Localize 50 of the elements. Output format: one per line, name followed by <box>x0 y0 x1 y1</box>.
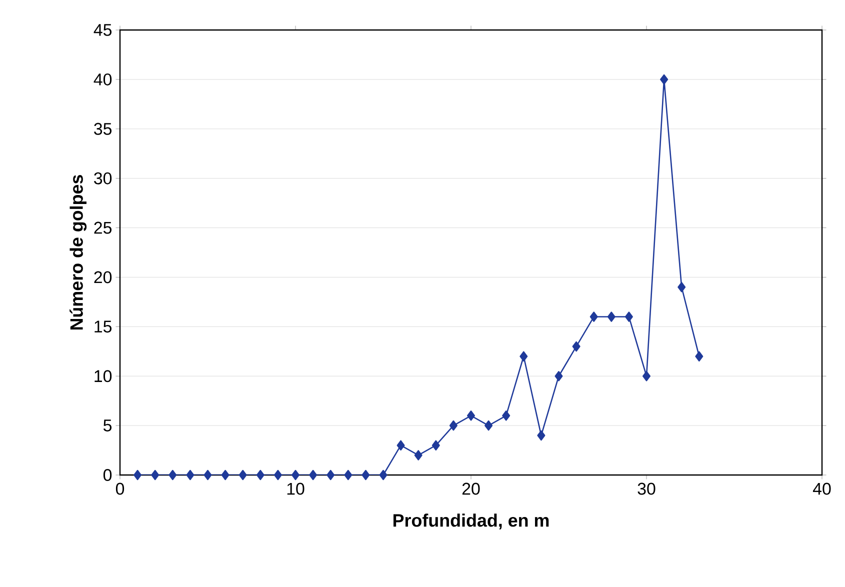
point <box>238 470 247 480</box>
point <box>484 420 493 431</box>
x-tick-label: 40 <box>812 482 831 495</box>
point <box>134 470 142 480</box>
point <box>642 370 651 382</box>
point <box>309 470 318 480</box>
point <box>607 312 616 322</box>
point <box>678 282 686 292</box>
y-tick-label: 30 <box>94 172 112 184</box>
x-tick-label: 10 <box>287 482 304 495</box>
y-tick-label: 20 <box>94 271 112 284</box>
point <box>537 430 546 441</box>
point <box>362 470 370 480</box>
point <box>379 470 388 480</box>
y-tick-label: 45 <box>94 24 112 36</box>
point <box>432 440 440 450</box>
point <box>221 470 230 480</box>
y-tick-label: 40 <box>94 73 112 86</box>
point <box>151 470 160 480</box>
y-axis-title: Número de golpes <box>70 175 87 330</box>
point <box>520 351 528 362</box>
point <box>274 470 282 480</box>
point <box>291 470 300 480</box>
point <box>326 470 335 480</box>
y-tick-label: 5 <box>103 420 112 432</box>
point <box>449 420 458 431</box>
point <box>396 440 405 450</box>
point <box>590 312 598 322</box>
point <box>344 470 352 480</box>
x-axis-title: Profundidad, en m <box>394 514 549 530</box>
point <box>554 370 563 382</box>
y-tick-label: 0 <box>103 469 112 481</box>
y-tick-label: 25 <box>94 222 112 234</box>
y-tick-label: 15 <box>94 320 112 333</box>
point <box>466 410 476 421</box>
point <box>502 410 510 421</box>
point <box>414 450 422 460</box>
point <box>695 351 704 362</box>
x-tick-label: 20 <box>462 482 480 495</box>
point <box>256 470 264 480</box>
x-tick-label: 30 <box>638 482 656 495</box>
point <box>186 470 194 480</box>
x-tick-label: 0 <box>116 482 124 495</box>
point <box>168 470 177 480</box>
point <box>624 312 633 322</box>
point <box>572 341 580 352</box>
y-tick-label: 10 <box>94 370 112 382</box>
y-tick-label: 35 <box>94 122 112 135</box>
point <box>660 74 668 85</box>
point <box>204 470 212 480</box>
